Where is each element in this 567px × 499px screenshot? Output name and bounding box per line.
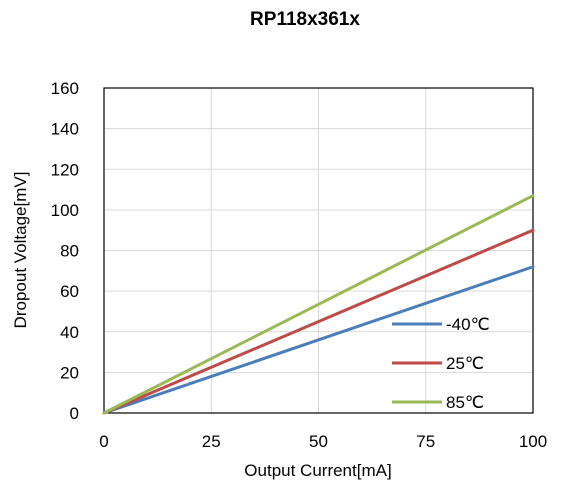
- series-line: [102, 265, 535, 415]
- series-line: [102, 228, 535, 415]
- y-tick-label: 80: [60, 242, 79, 261]
- legend-item: -40℃: [392, 315, 490, 334]
- y-tick-label: 0: [70, 404, 79, 423]
- y-tick-label: 120: [51, 160, 79, 179]
- y-tick-label: 160: [51, 79, 79, 98]
- x-tick-labels: 0 25 50 75 100: [99, 432, 547, 451]
- legend-label: 25℃: [446, 354, 484, 373]
- x-tick-label: 50: [309, 432, 328, 451]
- legend-item: 25℃: [392, 354, 484, 373]
- chart-title: RP118x361x: [250, 9, 360, 30]
- x-tick-label: 100: [519, 432, 547, 451]
- y-axis-label: Dropout Voltage[mV]: [11, 172, 30, 329]
- plot-area: [103, 87, 534, 414]
- x-tick-label: 25: [202, 432, 221, 451]
- series-lines: [102, 194, 535, 415]
- y-tick-label: 100: [51, 201, 79, 220]
- legend: -40℃ 25℃ 85℃: [392, 315, 490, 412]
- series-line: [102, 194, 535, 415]
- y-tick-label: 140: [51, 120, 79, 139]
- x-axis-label: Output Current[mA]: [244, 461, 391, 480]
- y-tick-label: 60: [60, 282, 79, 301]
- grid: [104, 88, 533, 413]
- legend-label: -40℃: [446, 315, 490, 334]
- legend-item: 85℃: [392, 393, 484, 412]
- x-tick-label: 75: [416, 432, 435, 451]
- y-tick-labels: 0 20 40 60 80 100 120 140 160: [51, 79, 79, 423]
- y-tick-label: 40: [60, 323, 79, 342]
- y-tick-label: 20: [60, 363, 79, 382]
- x-tick-label: 0: [99, 432, 108, 451]
- legend-label: 85℃: [446, 393, 484, 412]
